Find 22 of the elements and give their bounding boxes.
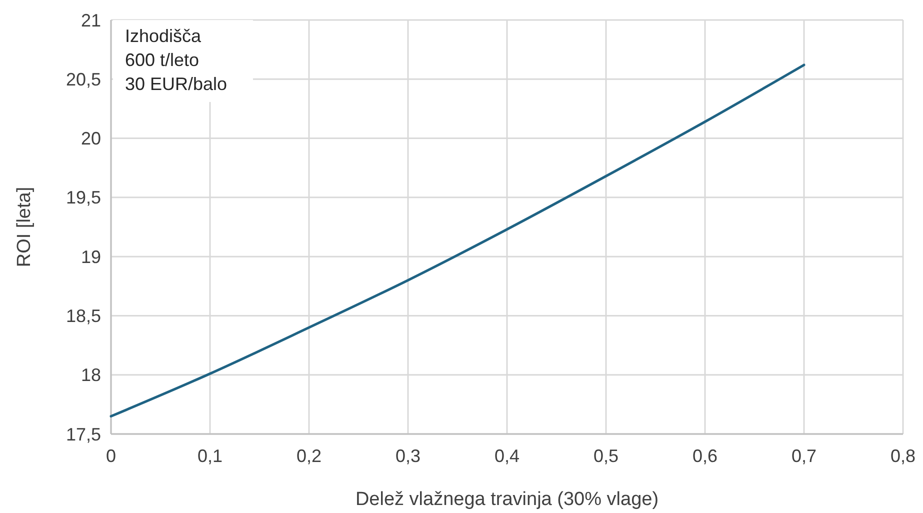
x-tick-label: 0 bbox=[106, 446, 116, 466]
x-tick-label: 0,7 bbox=[791, 446, 817, 466]
x-tick-label: 0,3 bbox=[395, 446, 421, 466]
annotation: 600 t/leto bbox=[125, 50, 200, 70]
y-axis-title: ROI [leta] bbox=[14, 186, 35, 268]
y-tick-label: 19 bbox=[80, 246, 101, 267]
x-tick-label: 0,1 bbox=[197, 446, 223, 466]
annotation: 30 EUR/balo bbox=[125, 74, 228, 94]
y-tick-label: 18,5 bbox=[66, 306, 101, 326]
x-tick-label: 0,8 bbox=[890, 446, 916, 466]
annotation: Izhodišča bbox=[125, 26, 202, 46]
x-tick-label: 0,5 bbox=[593, 446, 619, 466]
y-tick-label: 20,5 bbox=[66, 69, 101, 90]
y-tick-label: 19,5 bbox=[66, 188, 101, 208]
x-tick-label: 0,2 bbox=[296, 446, 322, 466]
x-tick-label: 0,4 bbox=[494, 446, 520, 466]
x-tick-label: 0,6 bbox=[692, 446, 718, 466]
y-tick-label: 18 bbox=[80, 365, 101, 386]
y-tick-label: 20 bbox=[80, 128, 101, 149]
x-axis-title: Delež vlažnega travinja (30% vlage) bbox=[355, 489, 659, 510]
y-tick-label: 17,5 bbox=[66, 424, 101, 444]
y-tick-label: 21 bbox=[80, 10, 101, 30]
